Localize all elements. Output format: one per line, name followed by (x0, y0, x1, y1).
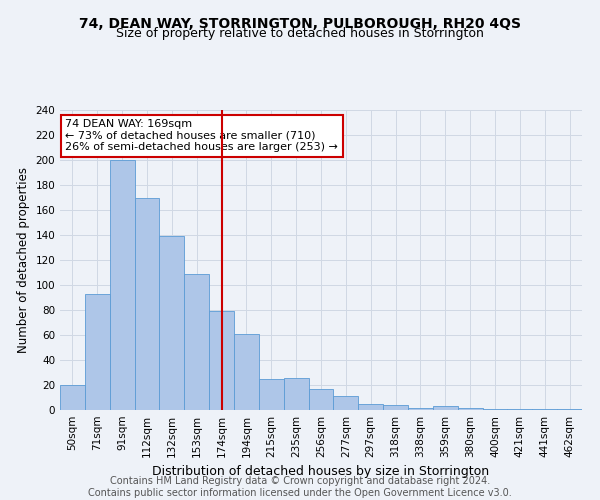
Bar (408, 408, 433, 410)
Bar (134, 198, 160, 410)
Bar (458, 408, 482, 410)
Bar (308, 389, 334, 410)
Bar (60, 385, 85, 410)
Bar (532, 409, 557, 410)
Bar (184, 274, 209, 410)
Bar (160, 236, 184, 410)
Text: 74 DEAN WAY: 169sqm
← 73% of detached houses are smaller (710)
26% of semi-detac: 74 DEAN WAY: 169sqm ← 73% of detached ho… (65, 119, 338, 152)
Bar (482, 409, 508, 410)
Y-axis label: Number of detached properties: Number of detached properties (17, 167, 30, 353)
Bar (209, 311, 234, 410)
Bar (557, 409, 582, 410)
Text: Contains HM Land Registry data © Crown copyright and database right 2024.
Contai: Contains HM Land Registry data © Crown c… (88, 476, 512, 498)
Bar (259, 379, 284, 410)
Bar (358, 404, 383, 410)
Bar (433, 406, 458, 410)
Text: 74, DEAN WAY, STORRINGTON, PULBOROUGH, RH20 4QS: 74, DEAN WAY, STORRINGTON, PULBOROUGH, R… (79, 18, 521, 32)
Bar (284, 378, 308, 410)
Bar (334, 396, 358, 410)
Text: Size of property relative to detached houses in Storrington: Size of property relative to detached ho… (116, 28, 484, 40)
Bar (110, 160, 134, 410)
Bar (85, 294, 110, 410)
Bar (383, 405, 408, 410)
Bar (234, 334, 259, 410)
Bar (508, 409, 532, 410)
X-axis label: Distribution of detached houses by size in Storrington: Distribution of detached houses by size … (152, 466, 490, 478)
